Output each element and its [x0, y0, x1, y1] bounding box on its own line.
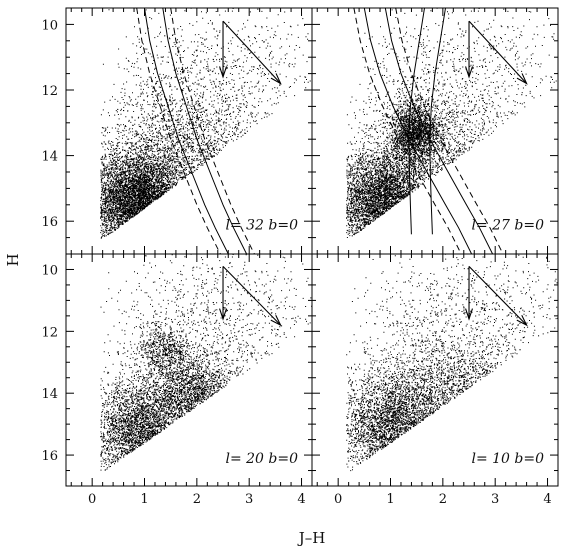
star-dots: [100, 8, 311, 239]
star-dots: [346, 8, 557, 238]
x-tick-label: 1: [140, 492, 148, 507]
y-tick-label: 16: [41, 449, 58, 464]
y-tick-label: 16: [41, 215, 58, 230]
scatter-points: [346, 8, 557, 238]
axis-ticks: [312, 253, 558, 487]
reddening-arrow-line: [222, 20, 281, 84]
model-curve-solid: [429, 8, 446, 235]
model-curves: [136, 8, 255, 254]
reddening-arrow-line: [468, 265, 527, 326]
galactic-coord-label: l= 27 b=0: [471, 217, 544, 233]
star-dots: [346, 254, 558, 472]
model-curve-solid: [144, 8, 229, 254]
x-axis-label: J–H: [297, 529, 326, 547]
panel-bottom-right: 0 1 2 3 4 l= 10 b=0: [311, 253, 559, 507]
galactic-coord-label: l= 20 b=0: [225, 451, 298, 467]
y-tick-label: 14: [41, 150, 58, 165]
reddening-arrow-line: [468, 20, 527, 84]
panel-frame: [311, 253, 559, 487]
galactic-coord-label: l= 32 b=0: [225, 217, 298, 233]
x-tick-label: 1: [386, 492, 394, 507]
x-tick-label: 3: [491, 492, 499, 507]
model-curves: [353, 8, 504, 254]
x-tick-label: 4: [543, 492, 551, 507]
reddening-arrow-head: [219, 308, 228, 321]
model-curve-dashed: [395, 8, 504, 254]
y-axis-label: H: [4, 253, 22, 266]
scatter-points: [346, 254, 558, 472]
y-tick-label: 12: [41, 325, 58, 340]
y-tick-label: 10: [41, 263, 58, 278]
x-tick-label: 4: [297, 492, 305, 507]
reddening-arrow-head: [219, 66, 228, 79]
model-curve-dashed: [170, 8, 255, 254]
x-tick-label: 3: [245, 492, 253, 507]
reddening-arrow-line: [222, 265, 281, 326]
y-tick-label: 14: [41, 387, 58, 402]
x-tick-label: 0: [88, 492, 96, 507]
reddening-arrow-head: [516, 315, 528, 327]
reddening-arrow-head: [270, 73, 282, 85]
star-dots: [100, 254, 312, 471]
y-tick-label: 10: [41, 18, 58, 33]
x-tick-label: 2: [193, 492, 201, 507]
x-tick-label: 0: [334, 492, 342, 507]
reddening-arrow-head: [270, 315, 282, 327]
model-curve-solid: [162, 8, 248, 254]
model-curve-dashed: [353, 8, 462, 254]
axis-ticks: [66, 7, 312, 255]
x-tick-label: 2: [439, 492, 447, 507]
reddening-arrow-head: [465, 308, 474, 321]
axis-ticks: [66, 253, 312, 487]
reddening-arrow-head: [516, 73, 528, 85]
axis-ticks: [312, 7, 558, 255]
scatter-points: [100, 8, 311, 239]
panel-top-right: l= 27 b=0: [311, 7, 559, 255]
model-curve-solid: [408, 8, 425, 235]
reddening-arrow-head: [465, 66, 474, 79]
scatter-points: [100, 254, 312, 471]
y-tick-label: 12: [41, 84, 58, 99]
panel-top-left: 10 12 14 16 l= 32 b=0: [41, 7, 313, 255]
model-curve-dashed: [136, 8, 221, 254]
galactic-coord-label: l= 10 b=0: [471, 451, 544, 467]
